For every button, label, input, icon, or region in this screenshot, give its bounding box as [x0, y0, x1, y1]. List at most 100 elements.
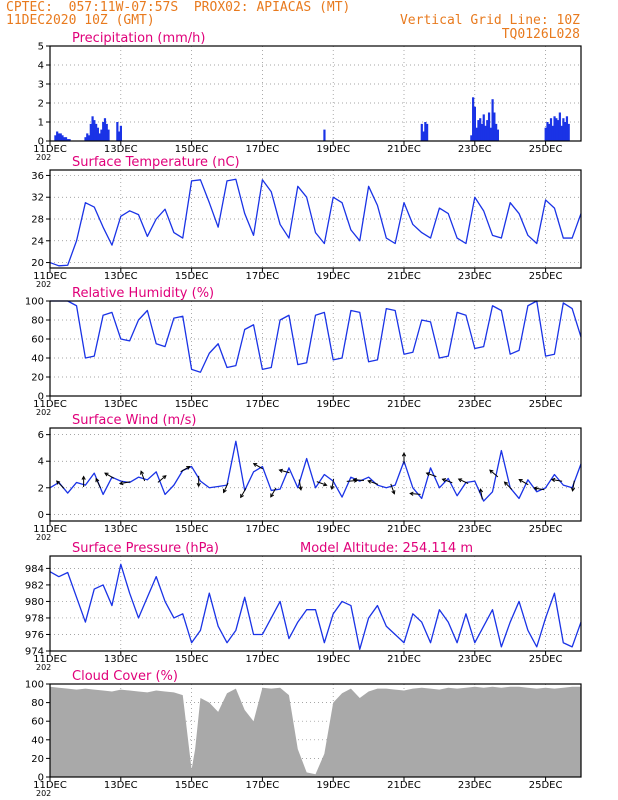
y-tick-label: 20 [31, 754, 44, 765]
wind-arrow [457, 478, 469, 484]
precip-bar [64, 137, 68, 141]
wind-arrow-head [425, 472, 431, 477]
y-tick-label: 980 [25, 597, 44, 608]
x-tick-label: 21DEC [387, 654, 421, 665]
wind-arrow-head [503, 481, 509, 486]
precip-bar [482, 114, 485, 141]
y-tick-label: 982 [25, 580, 44, 591]
wind-arrow-shaft [390, 483, 395, 494]
wind-arrow-shaft [95, 478, 102, 489]
precip-bar [59, 133, 62, 141]
y-tick-label: 4 [38, 61, 44, 72]
precip-bar [560, 125, 563, 141]
wind-arrow-shaft [140, 471, 146, 482]
precip-bar [475, 127, 478, 141]
x-tick-label: 23DEC [458, 524, 492, 535]
wind-arrow-shaft [223, 482, 229, 493]
x-tick-label: 13DEC [104, 654, 138, 665]
y-tick-label: 3 [38, 80, 44, 91]
y-tick-label: 40 [31, 735, 44, 746]
precip-bar [495, 123, 498, 141]
wind-arrow [270, 487, 277, 498]
x-tick-label: 23DEC [458, 144, 492, 155]
wind-arrow-shaft [518, 479, 529, 486]
precip-bar [549, 118, 553, 141]
x-tick-label: 13DEC [104, 524, 138, 535]
wind-arrow-shaft [489, 469, 499, 478]
wind-arrow-head [118, 481, 124, 486]
wind-arrow-shaft [353, 479, 364, 482]
y-tick-label: 4 [38, 457, 44, 468]
wind-arrow-head [352, 477, 357, 483]
x-tick-label: 13DEC [104, 780, 138, 791]
precip-bar [96, 127, 99, 141]
x-tick-label: 13DEC [104, 399, 138, 410]
series-line-humidity [50, 300, 582, 373]
precip-bar [562, 118, 565, 141]
x-year-label: 202 [36, 789, 51, 798]
wind-arrow [118, 481, 131, 486]
precip-bar [496, 129, 500, 141]
wind-arrow [409, 491, 421, 496]
wind-arrow-shaft [572, 480, 575, 491]
x-tick-label: 11DEC [33, 144, 67, 155]
precip-bar [487, 112, 491, 141]
wind-arrow [401, 452, 407, 464]
y-tick-label: 20 [31, 258, 44, 269]
plot-frame [49, 427, 582, 522]
precip-bar [548, 123, 551, 141]
precip-bar [556, 120, 560, 141]
x-tick-label: 25DEC [529, 399, 563, 410]
wind-arrow [157, 475, 167, 483]
panel-precipitation: 0 1 2 3 4 5 11DEC 13DEC 15DEC 17DEC 19DEC 21DEC 23DE… [33, 31, 582, 162]
wind-arrow-head [478, 488, 484, 493]
y-tick-label: 5 [38, 42, 44, 53]
precip-bar [89, 123, 92, 141]
wind-arrow-head [222, 488, 227, 494]
precip-bar [54, 135, 57, 141]
precip-bar [553, 116, 556, 141]
x-tick-label: 17DEC [246, 780, 280, 791]
y-tick-label: 32 [31, 193, 44, 204]
plot-frame [49, 45, 582, 142]
x-tick-label: 17DEC [246, 524, 280, 535]
precip-bar [567, 123, 570, 141]
wind-arrow-shaft [253, 463, 263, 470]
y-tick-label: 1 [38, 118, 44, 129]
y-tick-label: 976 [25, 630, 44, 641]
precip-bar [470, 135, 473, 141]
precip-bar [61, 135, 64, 141]
plot-frame [49, 300, 582, 397]
x-tick-label: 19DEC [316, 399, 350, 410]
precip-bar [103, 118, 107, 141]
wind-arrow [196, 475, 201, 488]
panel-title: Surface Wind (m/s) [72, 413, 196, 428]
wind-arrow-shaft [157, 475, 167, 483]
wind-arrow [503, 481, 513, 490]
wind-arrow [550, 477, 563, 483]
wind-arrow-shaft [458, 478, 469, 484]
precip-bar [486, 120, 489, 141]
wind-arrow [252, 463, 263, 470]
x-tick-label: 19DEC [316, 271, 350, 282]
x-tick-label: 23DEC [458, 399, 492, 410]
precip-bar [100, 129, 103, 141]
precip-bar [473, 106, 476, 141]
precip-bar [93, 120, 96, 141]
y-tick-label: 80 [31, 316, 44, 327]
wind-arrow [240, 488, 247, 499]
wind-arrow-shaft [240, 488, 247, 498]
precip-bar [91, 116, 94, 141]
wind-arrow-head [330, 485, 335, 491]
y-tick-label: 60 [31, 717, 44, 728]
x-tick-label: 11DEC [33, 271, 67, 282]
precip-bar [480, 123, 484, 141]
precip-bar [491, 99, 494, 141]
wind-arrow-shaft [331, 478, 335, 490]
wind-arrow-head [252, 463, 258, 467]
header-grid-note: Vertical Grid Line: 10Z [399, 13, 580, 28]
y-tick-label: 6 [38, 430, 44, 441]
header-station: CPTEC: 057:11W-07:57S PROX02: APIACAS (M… [6, 0, 351, 15]
wind-arrow-shaft [551, 478, 563, 482]
x-tick-label: 19DEC [316, 144, 350, 155]
